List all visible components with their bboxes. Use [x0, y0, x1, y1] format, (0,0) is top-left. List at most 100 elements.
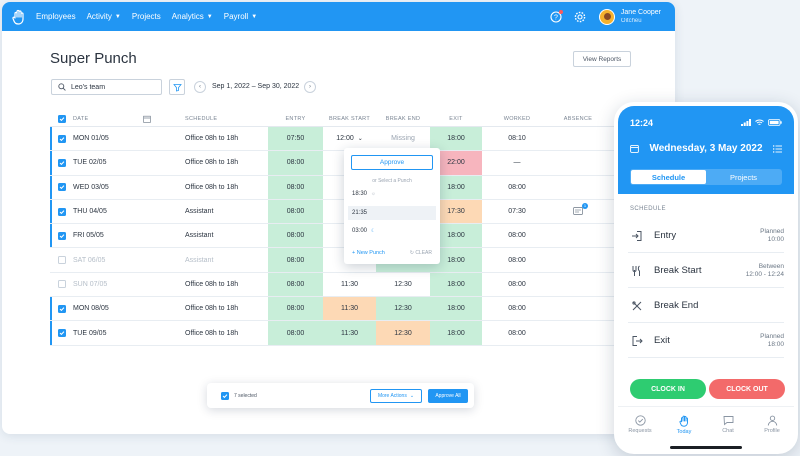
more-actions-button[interactable]: More Actions ⌄ — [370, 388, 422, 403]
row-checkbox[interactable] — [57, 158, 66, 167]
row-checkbox[interactable] — [57, 304, 66, 313]
gear-icon[interactable] — [573, 10, 587, 24]
notification-dot — [558, 9, 563, 14]
tab-projects[interactable]: Projects — [729, 172, 758, 182]
nav-employees[interactable]: Employees — [36, 12, 76, 21]
cell-exit[interactable]: 18:00 — [430, 248, 482, 272]
nav-payroll[interactable]: Payroll ▼ — [223, 12, 258, 21]
nav-today[interactable]: Today — [662, 407, 706, 442]
cell-break-end[interactable]: 12:30 — [376, 321, 430, 345]
cell-exit[interactable]: 18:00 — [430, 321, 482, 345]
cell-entry[interactable]: 08:00 — [268, 321, 323, 345]
row-checkbox[interactable] — [57, 329, 66, 338]
mobile-header: 12:24 Wednesday, 3 May 2022 Schedule Pro… — [618, 106, 794, 194]
schedule-item-entry[interactable]: Entry Planned 10:00 — [628, 219, 784, 253]
select-all-checkbox[interactable] — [57, 115, 66, 123]
cell-exit[interactable]: 18:00 — [430, 297, 482, 321]
table-row[interactable]: THU 04/05 Assistant 08:00 17:30 07:30 1 — [50, 199, 624, 225]
user-menu[interactable]: Jane Cooper Oitcheu — [598, 8, 661, 25]
calendar-icon[interactable] — [630, 144, 639, 153]
clear-button[interactable]: ↻ CLEAR — [409, 250, 432, 256]
cell-break-end[interactable]: 12:30 — [394, 280, 412, 288]
table-row[interactable]: TUE 09/05 Office 08h to 18h 08:00 11:30 … — [50, 321, 624, 346]
row-checkbox[interactable] — [57, 134, 66, 143]
cell-exit[interactable]: 18:00 — [430, 272, 482, 297]
cell-entry[interactable]: 08:00 — [268, 175, 323, 199]
cell-break-start[interactable]: 11:30 — [323, 321, 376, 345]
table-row[interactable]: MON 08/05 Office 08h to 18h 08:00 11:30 … — [50, 297, 624, 322]
cell-entry[interactable]: 08:00 — [268, 199, 323, 224]
punch-popup: Approve or Select a Punch 18:30 ☼ 21:35 … — [344, 148, 440, 264]
absence-note-icon[interactable]: 1 — [573, 202, 588, 217]
cell-entry[interactable]: 08:00 — [268, 151, 323, 175]
cell-entry[interactable]: 08:00 — [268, 248, 323, 272]
nav-requests[interactable]: Requests — [618, 407, 662, 442]
cell-exit[interactable]: 18:00 — [430, 127, 482, 151]
table-row[interactable]: SAT 06/05 Assistant 08:00 18:00 08:00 — [50, 248, 624, 273]
help-icon[interactable]: ? — [549, 9, 563, 24]
filter-icon[interactable] — [169, 79, 185, 95]
row-checkbox[interactable] — [57, 207, 66, 216]
nav-analytics[interactable]: Analytics ▼ — [171, 12, 213, 21]
nav-profile[interactable]: Profile — [750, 407, 794, 442]
col-worked: WORKED — [503, 116, 531, 122]
cell-break-start[interactable]: 12:00 ⌄ — [336, 135, 363, 143]
cell-exit[interactable]: 22:00 — [430, 151, 482, 175]
row-checkbox[interactable] — [57, 231, 66, 240]
row-checkbox[interactable] — [57, 280, 66, 289]
table-row[interactable]: MON 01/05 Office 08h to 18h 07:50 12:00 ⌄… — [50, 127, 624, 152]
cell-break-start[interactable]: 11:30 — [323, 297, 376, 321]
hand-logo-icon[interactable] — [10, 8, 28, 26]
table-row[interactable]: FRI 05/05 Assistant 08:00 18:00 08:00 — [50, 224, 624, 249]
team-search-input[interactable]: Leo's team — [51, 79, 162, 95]
chat-icon — [723, 416, 733, 426]
cell-schedule: Office 08h to 18h — [185, 159, 239, 167]
date-range: Sep 1, 2022 – Sep 30, 2022 — [212, 83, 300, 90]
view-reports-button[interactable]: View Reports — [573, 51, 631, 67]
nav-projects[interactable]: Projects — [131, 12, 161, 21]
cell-entry[interactable]: 08:00 — [268, 224, 323, 248]
approve-all-button[interactable]: Approve All — [428, 388, 468, 403]
cell-entry[interactable]: 08:00 — [268, 297, 323, 321]
cell-exit[interactable]: 18:00 — [430, 224, 482, 248]
tab-schedule[interactable]: Schedule — [631, 170, 706, 184]
exit-icon — [628, 335, 646, 347]
schedule-item-break-end[interactable]: Break End — [628, 289, 784, 323]
chevron-left-icon[interactable]: ‹ — [194, 81, 206, 93]
cell-entry[interactable]: 07:50 — [268, 127, 323, 151]
cell-break-start[interactable]: 11:30 — [341, 280, 358, 288]
punch-option[interactable]: 18:30 ☼ — [352, 191, 376, 197]
hand-icon — [679, 415, 688, 427]
cell-schedule: Office 08h to 18h — [185, 305, 239, 313]
schedule-item-break-start[interactable]: Break Start Between 12:00 - 12:24 — [628, 254, 784, 288]
new-punch-link[interactable]: + New Punch — [352, 250, 385, 256]
selected-checkbox[interactable] — [221, 391, 229, 400]
approve-button[interactable]: Approve — [351, 155, 433, 170]
cutlery-icon — [628, 265, 646, 277]
bulk-action-bar: 7 selected More Actions ⌄ Approve All — [207, 383, 474, 408]
calendar-icon[interactable] — [143, 115, 151, 123]
nav-chat[interactable]: Chat — [706, 407, 750, 442]
table-row[interactable]: TUE 02/05 Office 08h to 18h 08:00 22:00 … — [50, 151, 624, 176]
cell-worked: 07:30 — [508, 208, 526, 216]
row-checkbox[interactable] — [57, 256, 66, 265]
cell-break-end[interactable]: Missing — [391, 135, 415, 143]
col-absence: ABSENCE — [563, 116, 593, 122]
select-punch-hint: or Select a Punch — [372, 178, 412, 184]
table-row[interactable]: WED 03/05 Office 08h to 18h 08:00 18:00 … — [50, 175, 624, 200]
cell-schedule: Assistant — [185, 208, 214, 216]
cell-entry[interactable]: 08:00 — [268, 272, 323, 297]
nav-activity[interactable]: Activity ▼ — [86, 12, 121, 21]
clock-out-button[interactable]: CLOCK OUT — [709, 379, 785, 399]
schedule-item-exit[interactable]: Exit Planned 18:00 — [628, 324, 784, 358]
list-icon[interactable] — [773, 144, 782, 153]
clock-in-button[interactable]: CLOCK IN — [630, 379, 706, 399]
punch-option[interactable]: 03:00 ☾ — [352, 228, 376, 234]
chevron-right-icon[interactable]: › — [304, 81, 316, 93]
cell-exit[interactable]: 18:00 — [430, 175, 482, 199]
cell-break-end[interactable]: 12:30 — [376, 297, 430, 321]
punch-option[interactable]: 21:35 — [348, 206, 436, 220]
row-checkbox[interactable] — [57, 183, 66, 192]
cell-exit[interactable]: 17:30 — [430, 199, 482, 224]
table-row[interactable]: SUN 07/05 Office 08h to 18h 08:00 11:30 … — [50, 272, 624, 298]
